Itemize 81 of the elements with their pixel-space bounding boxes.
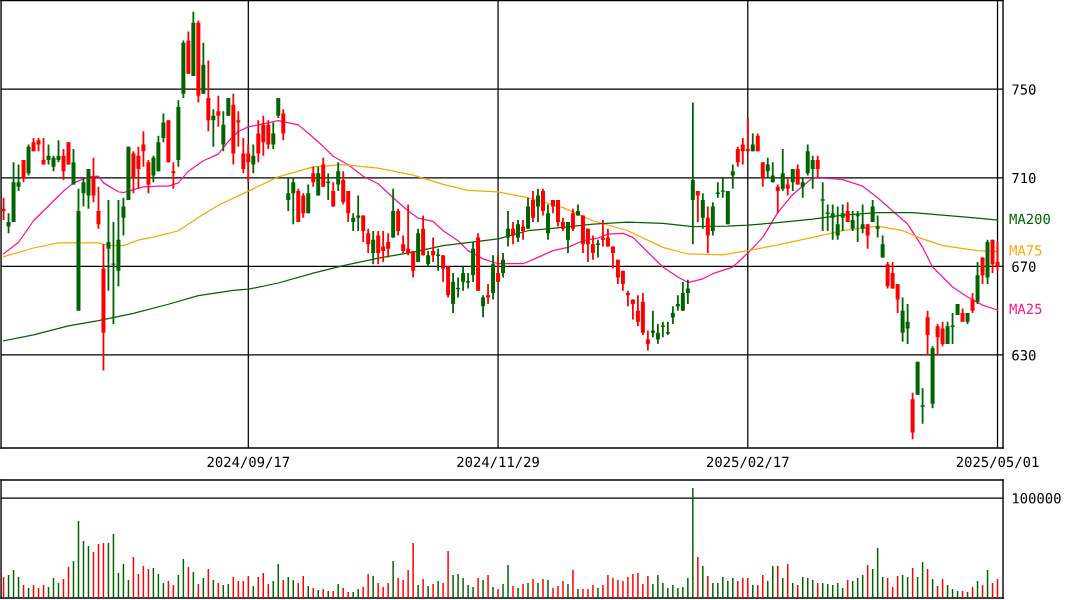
y-tick-label: 670 [1012, 261, 1036, 272]
y-tick-label: 710 [1012, 172, 1036, 184]
line-series [2, 120, 999, 311]
candlestick [496, 254, 501, 283]
candlestick [241, 137, 246, 175]
candlestick [880, 234, 885, 259]
candlestick [91, 156, 96, 204]
candlestick [41, 137, 46, 166]
candlestick [276, 97, 281, 119]
y-tick-label: 100000 [1013, 493, 1061, 504]
candlestick [610, 245, 615, 270]
candlestick [570, 207, 575, 232]
candlestick [216, 94, 221, 128]
x-tick-label: 2025/02/17 [707, 456, 789, 469]
candlestick [321, 156, 326, 188]
candlestick [780, 148, 785, 192]
candlestick [919, 387, 926, 425]
candlestick [286, 176, 291, 212]
candlestick [331, 181, 336, 208]
candlestick [865, 223, 870, 250]
candlestick [940, 320, 945, 348]
candlestick [71, 148, 76, 186]
candlestick [760, 161, 765, 188]
candlestick [665, 320, 671, 336]
series-label: MA200 [1009, 213, 1050, 225]
candlestick [705, 205, 710, 255]
candlestick [21, 159, 26, 184]
line-series [2, 164, 999, 258]
candlestick [106, 199, 111, 292]
series-label: MA75 [1009, 245, 1042, 256]
y-tick-label: 630 [1012, 350, 1036, 361]
candlestick [501, 252, 506, 279]
x-tick-label: 2024/09/17 [207, 456, 290, 469]
candlestick [590, 234, 595, 261]
candlestick [371, 230, 376, 266]
candlestick [531, 190, 536, 224]
candlestick [461, 265, 466, 292]
candlestick [730, 163, 735, 190]
candlestick [925, 309, 930, 356]
candlestick [161, 112, 166, 144]
candlestick [311, 165, 316, 188]
candlestick [695, 190, 700, 224]
candlestick [980, 256, 985, 286]
candlestick [206, 59, 211, 133]
candlestick [291, 176, 296, 226]
y-tick-label: 750 [1012, 84, 1036, 95]
candlestick [306, 183, 311, 215]
candlestick [96, 185, 101, 230]
x-tick-label: 2025/05/01 [956, 456, 1039, 469]
candlestick [376, 230, 381, 266]
candlestick [110, 221, 117, 325]
candlestick [451, 272, 456, 314]
candlestick [516, 218, 521, 243]
candlestick [970, 292, 975, 314]
candlestick [680, 280, 685, 312]
candlestick [251, 143, 256, 175]
candlestick [800, 176, 805, 199]
candlestick [6, 212, 11, 235]
x-tick-label: 2024/11/29 [457, 456, 539, 469]
candlestick [356, 194, 361, 232]
series-label: MA25 [1009, 303, 1042, 315]
candlestick [815, 154, 820, 179]
candlestick [536, 187, 540, 224]
candlestick [810, 154, 815, 190]
candlestick [146, 159, 151, 195]
candlestick [565, 221, 570, 255]
candlestick [271, 121, 276, 150]
candlestick [481, 294, 486, 319]
candlestick [396, 207, 401, 237]
candlestick [555, 199, 560, 228]
candlestick [256, 119, 261, 164]
candlestick [366, 227, 371, 255]
candlestick [316, 165, 321, 197]
candlestick [645, 329, 650, 352]
candlestick [121, 196, 126, 237]
candlestick [465, 272, 471, 290]
candlestick [281, 108, 286, 142]
candlestick [336, 161, 341, 192]
candlestick [541, 187, 545, 217]
candlestick [361, 214, 366, 243]
candlestick [221, 110, 226, 153]
